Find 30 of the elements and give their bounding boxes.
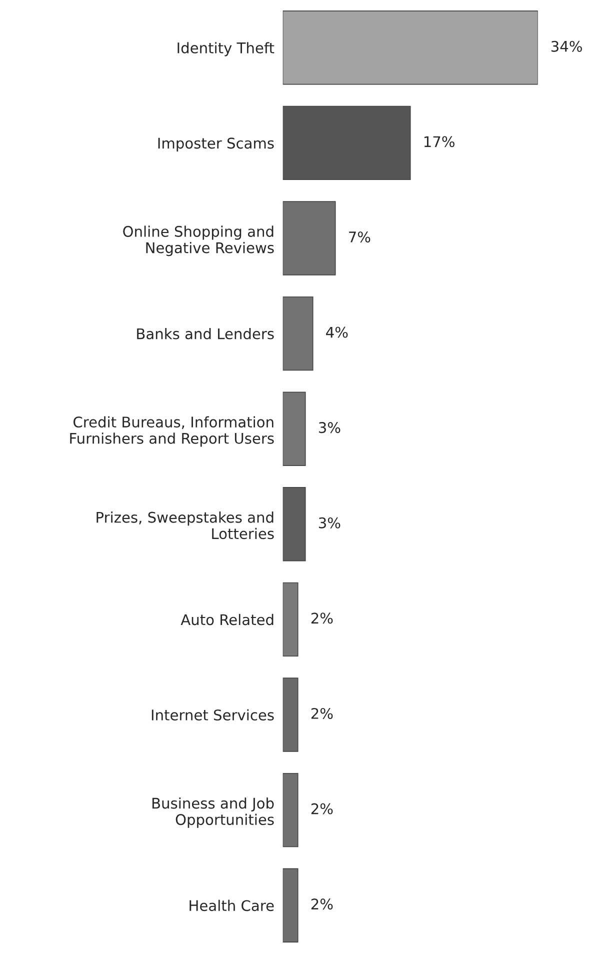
data-label: 2% <box>311 898 333 910</box>
bar <box>282 296 314 371</box>
bar <box>282 10 538 85</box>
data-label: 3% <box>318 422 340 434</box>
bar <box>282 772 298 848</box>
bar <box>282 392 306 466</box>
data-label: 17% <box>424 136 454 148</box>
y-tick-label: Online Shopping and Negative Reviews <box>123 226 274 256</box>
y-tick-label: Auto Related <box>180 614 274 626</box>
data-label: 7% <box>349 231 370 242</box>
y-tick-label: Credit Bureaus, Information Furnishers and Report Users <box>70 416 274 447</box>
bar <box>282 106 411 180</box>
y-tick-label: Health Care <box>190 900 274 912</box>
y-tick-label: Imposter Scams <box>158 138 274 152</box>
bar <box>282 201 336 276</box>
y-tick-label: Business and Job Opportunities <box>152 797 274 828</box>
data-label: 2% <box>311 612 333 624</box>
y-tick-label: Prizes, Sweepstakes and Lotteries <box>96 512 274 540</box>
y-tick-label: Identity Theft <box>178 42 274 56</box>
data-label: 4% <box>326 326 348 338</box>
data-label: 34% <box>551 40 582 52</box>
bar <box>282 868 298 942</box>
data-label: 2% <box>311 803 333 814</box>
data-label: 2% <box>311 708 333 719</box>
y-tick-label: Internet Services <box>152 709 274 720</box>
y-tick-label: Banks and Lenders <box>137 328 274 340</box>
bar <box>282 678 298 752</box>
data-label: 3% <box>318 517 340 528</box>
bar <box>282 487 306 562</box>
bar <box>282 582 298 657</box>
